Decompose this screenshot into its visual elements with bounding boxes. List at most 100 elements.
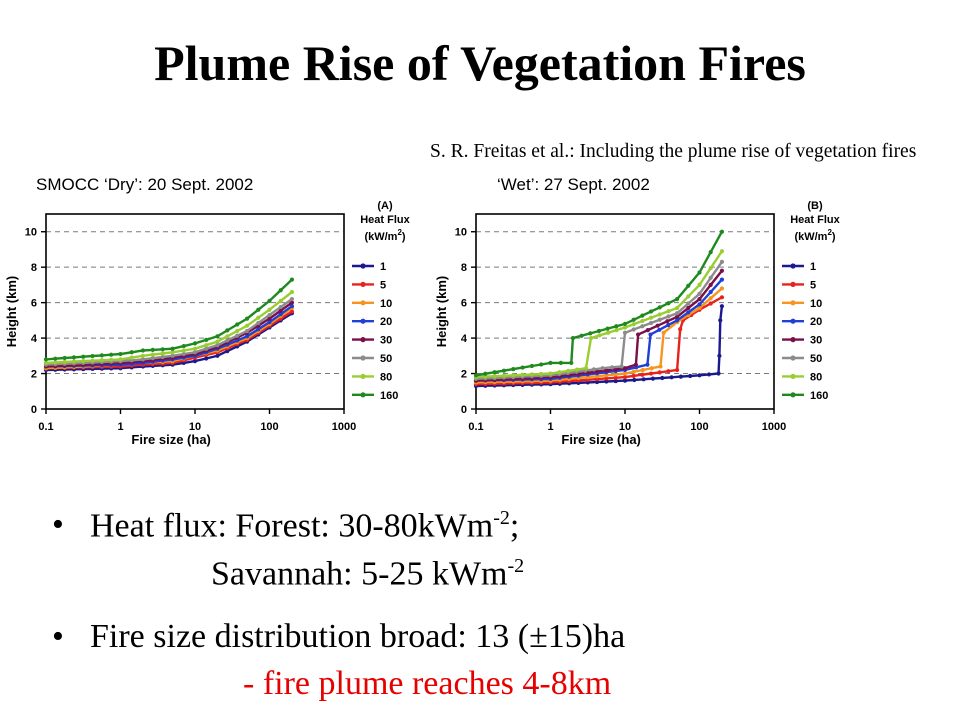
data-point-80 bbox=[539, 371, 544, 377]
data-point-80 bbox=[53, 360, 58, 365]
legend-marker-50 bbox=[360, 355, 366, 361]
data-point-20 bbox=[235, 338, 240, 343]
panel-caption-wet: ‘Wet’: 27 Sept. 2002 bbox=[497, 175, 650, 194]
data-point-5 bbox=[289, 309, 295, 314]
y-tick-label: 8 bbox=[461, 262, 467, 274]
data-point-30 bbox=[655, 323, 660, 328]
x-tick-label: 0.1 bbox=[468, 421, 483, 433]
legend-label-10: 10 bbox=[380, 298, 392, 310]
data-point-160 bbox=[588, 331, 593, 336]
data-point-160 bbox=[596, 328, 602, 334]
data-point-5 bbox=[594, 376, 600, 382]
y-tick-label: 0 bbox=[461, 404, 467, 416]
data-point-160 bbox=[605, 326, 610, 331]
data-point-1 bbox=[719, 304, 725, 309]
data-point-5 bbox=[648, 371, 654, 376]
data-point-1 bbox=[604, 379, 609, 384]
data-point-80 bbox=[99, 358, 104, 363]
data-point-50 bbox=[697, 291, 702, 296]
data-point-160 bbox=[719, 229, 725, 234]
data-point-80 bbox=[566, 368, 571, 373]
panel-caption-dry: SMOCC ‘Dry’: 20 Sept. 2002 bbox=[36, 175, 254, 194]
legend-label-10: 10 bbox=[810, 298, 822, 310]
legend-label-5: 5 bbox=[380, 279, 386, 291]
data-point-160 bbox=[289, 277, 295, 282]
data-point-80 bbox=[170, 350, 175, 355]
slide-title: Plume Rise of Vegetation Fires bbox=[154, 35, 806, 91]
data-point-50 bbox=[600, 366, 605, 371]
data-point-20 bbox=[686, 310, 691, 315]
data-point-160 bbox=[708, 250, 713, 255]
data-point-160 bbox=[558, 360, 563, 366]
data-point-1 bbox=[192, 359, 198, 364]
data-point-80 bbox=[583, 366, 589, 371]
data-point-160 bbox=[215, 334, 220, 339]
data-point-80 bbox=[215, 339, 220, 344]
data-point-160 bbox=[686, 283, 691, 288]
data-point-80 bbox=[43, 360, 49, 366]
data-point-160 bbox=[160, 347, 165, 352]
data-point-10 bbox=[658, 364, 663, 369]
data-point-50 bbox=[267, 312, 272, 318]
plot-frame bbox=[45, 213, 345, 410]
data-point-20 bbox=[674, 318, 680, 323]
data-point-50 bbox=[591, 367, 596, 372]
legend-marker-30 bbox=[360, 337, 366, 343]
legend-units: (kW/m2) bbox=[364, 228, 405, 243]
data-point-50 bbox=[666, 314, 671, 319]
data-point-160 bbox=[501, 368, 507, 373]
data-point-160 bbox=[140, 348, 146, 353]
y-tick-label: 6 bbox=[461, 298, 467, 310]
data-point-80 bbox=[597, 333, 602, 338]
data-point-160 bbox=[278, 288, 283, 293]
data-point-160 bbox=[256, 307, 261, 312]
data-point-160 bbox=[697, 270, 702, 275]
data-point-20 bbox=[648, 332, 653, 337]
heat-flux-exponent: -2 bbox=[493, 507, 510, 529]
data-point-160 bbox=[492, 370, 497, 375]
data-point-160 bbox=[71, 355, 77, 360]
data-point-10 bbox=[697, 305, 702, 311]
data-point-160 bbox=[548, 360, 553, 366]
data-point-80 bbox=[557, 370, 562, 375]
data-point-20 bbox=[244, 334, 250, 339]
data-point-30 bbox=[708, 282, 713, 288]
data-point-50 bbox=[225, 338, 230, 343]
legend-units-close: ) bbox=[832, 231, 836, 243]
data-point-1 bbox=[215, 353, 220, 358]
data-point-50 bbox=[609, 365, 615, 370]
legend-marker-1 bbox=[360, 263, 366, 269]
data-point-20 bbox=[267, 320, 272, 325]
data-point-5 bbox=[622, 374, 628, 380]
data-point-20 bbox=[708, 289, 713, 295]
legend-label-20: 20 bbox=[380, 316, 392, 328]
data-point-50 bbox=[674, 311, 680, 316]
legend-label-1: 1 bbox=[380, 261, 386, 273]
data-point-80 bbox=[483, 374, 488, 379]
data-point-1 bbox=[716, 371, 721, 376]
legend-label-30: 30 bbox=[380, 335, 392, 347]
legend-label-20: 20 bbox=[810, 316, 822, 328]
fire-size-bullet: Fire size distribution broad: 13 (±15)ha bbox=[90, 618, 626, 655]
data-point-160 bbox=[648, 309, 654, 314]
data-point-80 bbox=[631, 322, 636, 327]
x-axis-label: Fire size (ha) bbox=[561, 432, 640, 447]
data-point-80 bbox=[62, 359, 67, 365]
heat-flux-bullet: Heat flux: Forest: 30-80kWm-2; bbox=[90, 508, 519, 543]
data-point-10 bbox=[631, 369, 636, 374]
data-point-50 bbox=[278, 304, 283, 310]
data-point-160 bbox=[570, 335, 576, 341]
data-point-30 bbox=[719, 268, 725, 273]
data-point-1 bbox=[225, 348, 230, 354]
data-point-80 bbox=[648, 315, 654, 320]
data-point-160 bbox=[666, 301, 671, 306]
data-point-20 bbox=[666, 322, 671, 328]
legend-title: Heat Flux bbox=[360, 214, 410, 226]
panel-label: (B) bbox=[807, 200, 823, 212]
data-point-1 bbox=[622, 378, 628, 383]
data-point-160 bbox=[43, 357, 49, 362]
data-point-50 bbox=[140, 357, 146, 362]
x-axis-label: Fire size (ha) bbox=[131, 432, 210, 447]
data-point-50 bbox=[215, 343, 220, 348]
data-point-10 bbox=[613, 372, 618, 377]
